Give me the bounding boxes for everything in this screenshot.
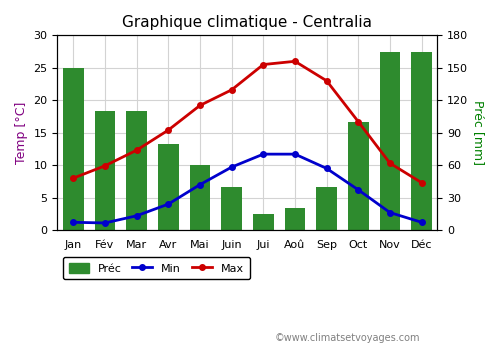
Bar: [284, 209, 305, 230]
Bar: [158, 144, 178, 230]
Bar: [222, 187, 242, 230]
Text: ©www.climatsetvoyages.com: ©www.climatsetvoyages.com: [275, 333, 420, 343]
Y-axis label: Temp [°C]: Temp [°C]: [15, 102, 28, 164]
Bar: [253, 214, 274, 230]
Title: Graphique climatique - Centralia: Graphique climatique - Centralia: [122, 15, 372, 30]
Bar: [316, 187, 337, 230]
Bar: [190, 165, 210, 230]
Bar: [94, 111, 115, 230]
Legend: Préc, Min, Max: Préc, Min, Max: [63, 257, 250, 279]
Bar: [126, 111, 147, 230]
Bar: [63, 68, 84, 230]
Bar: [380, 51, 400, 230]
Bar: [348, 122, 368, 230]
Bar: [412, 51, 432, 230]
Y-axis label: Préc [mm]: Préc [mm]: [472, 100, 485, 165]
